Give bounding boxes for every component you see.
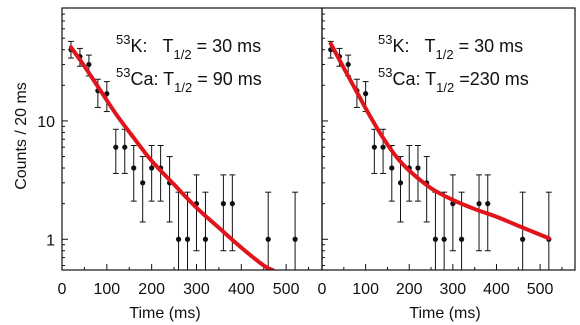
data-marker: [140, 180, 146, 186]
plot-frame: [321, 7, 576, 271]
half-life-annotation: 53K: T1/2 = 30 ms: [116, 32, 261, 62]
data-marker: [397, 180, 404, 186]
data-point: [130, 144, 137, 202]
data-point: [545, 191, 552, 270]
y-tick-label: 10: [37, 114, 55, 131]
data-point: [265, 191, 272, 270]
data-marker: [380, 144, 386, 150]
data-marker: [458, 236, 465, 242]
data-marker: [131, 165, 137, 171]
x-tick-label: 300: [440, 281, 467, 298]
data-point: [423, 156, 430, 223]
data-marker: [175, 236, 182, 242]
x-tick-label: 500: [527, 281, 554, 298]
data-point: [414, 144, 421, 202]
data-point: [175, 191, 182, 270]
data-point: [388, 144, 395, 202]
data-point: [449, 174, 456, 252]
data-point: [441, 191, 448, 270]
data-marker: [441, 236, 447, 242]
data-marker: [476, 201, 482, 207]
data-point: [112, 128, 119, 174]
data-marker: [520, 236, 526, 242]
data-point: [220, 174, 227, 252]
right-panel: Time (ms) 0 100 200 300 400 500 53K: T1/2 = 30 …: [318, 7, 576, 322]
data-marker: [292, 236, 298, 242]
x-tick-label: 0: [318, 281, 327, 298]
data-point: [519, 191, 526, 270]
y-tick-label: 1: [46, 232, 55, 249]
x-tick-label: 400: [228, 281, 255, 298]
data-point: [166, 156, 173, 223]
data-marker: [202, 236, 209, 242]
data-point: [121, 128, 128, 174]
y-axis-label: Counts / 20 ms: [13, 82, 30, 190]
data-point: [432, 191, 439, 270]
data-marker: [86, 61, 92, 68]
data-marker: [149, 165, 155, 171]
data-point: [148, 144, 155, 202]
data-point: [184, 191, 191, 270]
x-tick-label: 0: [58, 281, 67, 298]
data-point: [139, 156, 146, 223]
x-tick-label: 100: [93, 281, 120, 298]
data-marker: [432, 236, 439, 242]
data-point: [193, 174, 200, 252]
x-axis-label: Time (ms): [129, 305, 200, 322]
data-point: [397, 156, 404, 223]
data-marker: [265, 236, 271, 242]
x-tick-label: 200: [396, 281, 423, 298]
data-marker: [345, 61, 351, 68]
x-axis-label: Time (ms): [409, 305, 480, 322]
data-marker: [122, 144, 128, 150]
data-point: [292, 191, 299, 270]
data-marker: [184, 236, 191, 242]
data-marker: [389, 165, 395, 171]
fit-curve: [68, 45, 275, 270]
x-tick-label: 400: [483, 281, 510, 298]
half-life-annotation: 53Ca: T1/2 = 90 ms: [116, 65, 262, 95]
data-point: [371, 128, 378, 174]
data-marker: [415, 165, 421, 171]
data-point: [476, 174, 483, 252]
left-panel: Counts / 20 ms Time (ms) 0 100 200 300 400 50…: [13, 7, 323, 322]
data-marker: [363, 91, 369, 97]
data-marker: [113, 144, 119, 150]
fit-curve: [328, 41, 551, 241]
data-marker: [220, 201, 226, 207]
x-tick-label: 300: [183, 281, 210, 298]
half-life-annotation: 53K: T1/2 = 30 ms: [378, 32, 523, 62]
data-marker: [229, 201, 235, 207]
half-life-annotation: 53Ca: T1/2 =230 ms: [378, 65, 529, 95]
data-marker: [371, 144, 377, 150]
x-tick-label: 100: [352, 281, 379, 298]
data-marker: [485, 201, 491, 207]
data-point: [202, 191, 209, 270]
x-tick-label: 500: [273, 281, 300, 298]
x-tick-label: 200: [138, 281, 165, 298]
